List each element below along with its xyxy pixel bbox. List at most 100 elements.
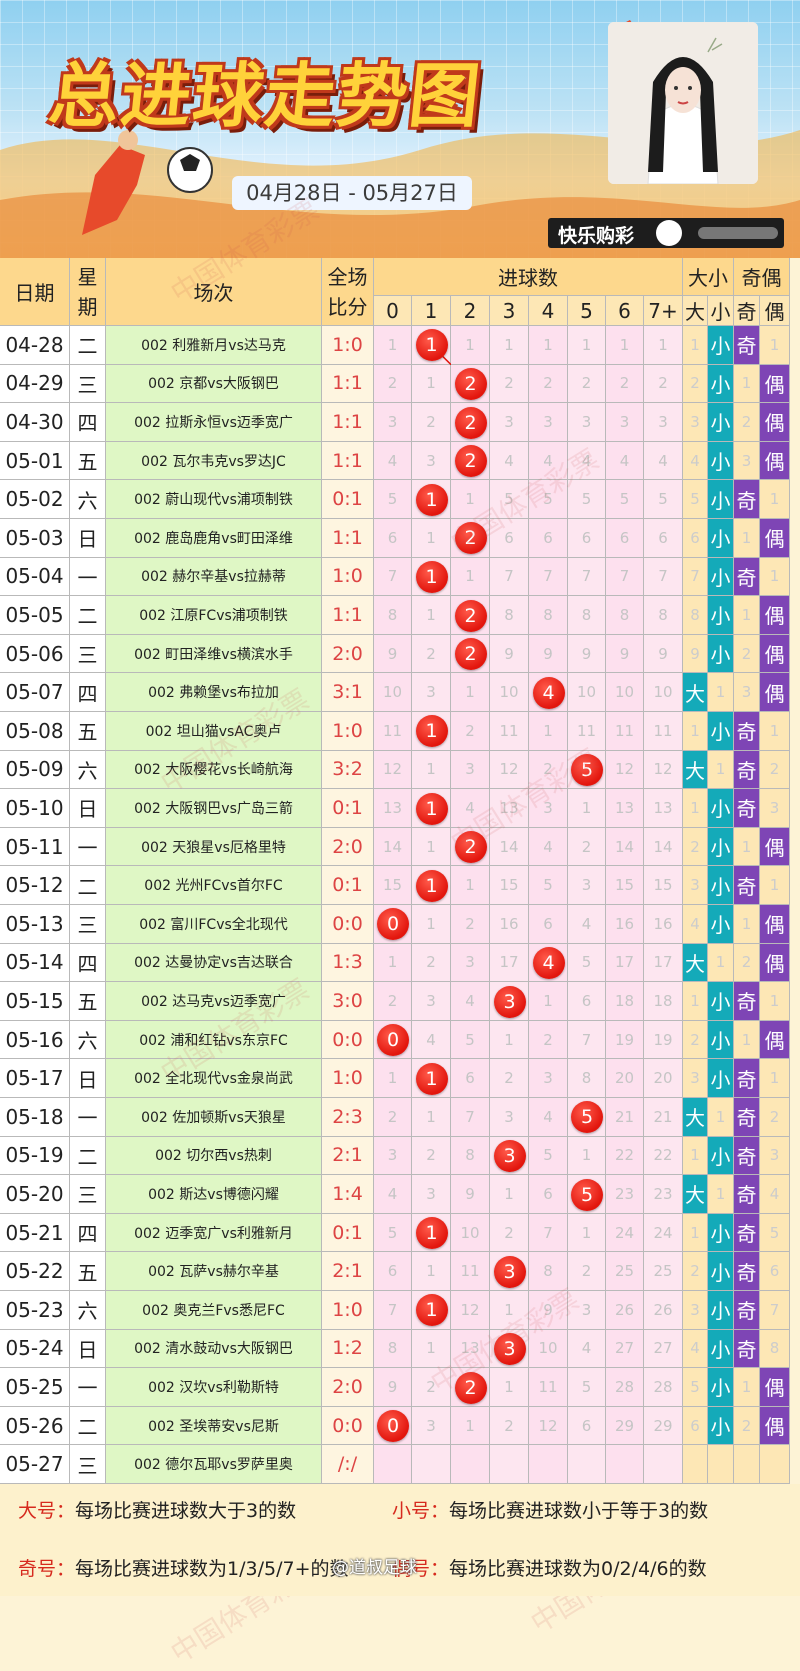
row-goal-cell: 10 [490, 673, 529, 712]
row-goal-cell: 14 [490, 827, 529, 867]
row-goal-cell: 1 [451, 480, 490, 519]
row-goal-cell: 3 [451, 750, 490, 790]
row-date: 05-21 [0, 1213, 70, 1253]
row-weekday: 二 [70, 866, 106, 905]
row-even: 4 [760, 1175, 790, 1214]
row-big: 3 [683, 866, 708, 905]
row-odd: 奇 [734, 480, 760, 519]
row-goal-cell [529, 1445, 568, 1484]
row-score: 1:1 [322, 403, 374, 442]
row-weekday: 四 [70, 403, 106, 442]
row-goal-cell: 11 [451, 1252, 490, 1291]
row-odd: 奇 [734, 1291, 760, 1330]
row-goal-cell: 2 [374, 1098, 412, 1137]
row-goal-cell: 2 [606, 364, 644, 404]
row-goal-cell: 20 [644, 1059, 683, 1098]
row-goal-cell: 1 [490, 1175, 529, 1214]
row-goal-cell: 29 [644, 1406, 683, 1446]
row-even: 1 [760, 326, 790, 365]
row-date: 05-03 [0, 519, 70, 558]
row-date: 05-16 [0, 1020, 70, 1060]
row-goal-cell: 4 [529, 441, 568, 481]
row-small: 小 [708, 789, 734, 828]
row-weekday: 六 [70, 1291, 106, 1330]
row-weekday: 五 [70, 712, 106, 751]
row-small: 小 [708, 1020, 734, 1060]
goal-ball-marker: 0 [377, 1410, 409, 1443]
row-goal-cell: 12 [451, 1291, 490, 1330]
row-small: 1 [708, 1175, 734, 1214]
row-match: 002 拉斯永恒vs迈季宽广 [106, 403, 322, 442]
brand-label: 快乐购彩 [558, 225, 635, 247]
row-goal-cell: 4 [644, 441, 683, 481]
legend-big: 大号：每场比赛进球数大于3的数 [18, 1496, 296, 1523]
row-goal-cell: 8 [374, 1329, 412, 1369]
row-even: 1 [760, 866, 790, 905]
row-goal-cell: 9 [374, 634, 412, 674]
row-even: 8 [760, 1329, 790, 1369]
row-even: 偶 [760, 634, 790, 674]
goal-ball-marker: 1 [415, 1294, 448, 1327]
row-goal-cell: 2 [568, 827, 606, 867]
row-big: 5 [683, 1368, 708, 1407]
header-bigsmall: 大小 [683, 258, 734, 296]
row-goal-cell: 27 [606, 1329, 644, 1369]
row-weekday: 五 [70, 982, 106, 1021]
row-even: 偶 [760, 364, 790, 404]
row-goal-cell: 3 [529, 789, 568, 828]
row-score: 1:0 [322, 557, 374, 597]
row-big: 9 [683, 634, 708, 674]
row-goal-cell: 5 [451, 1020, 490, 1060]
row-big: 3 [683, 1291, 708, 1330]
legend-even: 偶号：每场比赛进球数为0/2/4/6的数 [392, 1554, 707, 1581]
row-even: 1 [760, 557, 790, 597]
row-weekday: 五 [70, 441, 106, 481]
row-match: 002 全北现代vs金泉尚武 [106, 1059, 322, 1098]
row-even: 偶 [760, 1406, 790, 1446]
row-goal-cell: 5 [529, 1136, 568, 1176]
goal-ball-marker: 2 [454, 638, 487, 671]
row-score: 1:0 [322, 326, 374, 365]
row-goal-cell: 15 [606, 866, 644, 905]
goal-ball-marker: 1 [415, 329, 448, 362]
row-goal-cell: 6 [529, 1175, 568, 1214]
row-small: 小 [708, 557, 734, 597]
row-goal-cell: 11 [644, 712, 683, 751]
row-odd: 奇 [734, 1098, 760, 1137]
row-odd: 奇 [734, 866, 760, 905]
row-odd: 奇 [734, 1059, 760, 1098]
row-match: 002 富川FCvs全北现代 [106, 905, 322, 944]
row-goal-cell: 11 [490, 712, 529, 751]
legend-big-label: 大号： [18, 1500, 76, 1522]
row-big: 1 [683, 326, 708, 365]
row-score: 1:2 [322, 1329, 374, 1369]
row-big: 2 [683, 364, 708, 404]
row-date: 05-22 [0, 1252, 70, 1291]
legend-big-text: 每场比赛进球数大于3的数 [75, 1500, 297, 1522]
row-goal-cell: 3 [412, 1406, 451, 1446]
row-even: 2 [760, 750, 790, 790]
row-goal-cell: 11 [568, 712, 606, 751]
row-big: 3 [683, 1059, 708, 1098]
header-oddeven-col: 奇 [734, 296, 760, 326]
row-odd: 奇 [734, 557, 760, 597]
goal-ball-marker: 3 [493, 1332, 526, 1365]
goal-ball-marker: 1 [415, 792, 448, 825]
row-goal-cell: 5 [529, 866, 568, 905]
row-match: 002 德尔瓦耶vs罗萨里奥 [106, 1445, 322, 1484]
row-even: 偶 [760, 673, 790, 712]
row-goal-cell: 7 [568, 1020, 606, 1060]
row-goal-cell: 11 [529, 1368, 568, 1407]
row-odd: 1 [734, 596, 760, 635]
row-match: 002 大阪钢巴vs广岛三箭 [106, 789, 322, 828]
row-goal-cell: 28 [644, 1368, 683, 1407]
row-score: 1:0 [322, 1291, 374, 1330]
row-goal-cell: 2 [412, 1368, 451, 1407]
row-odd: 1 [734, 905, 760, 944]
avatar [608, 22, 758, 184]
row-goal-cell: 9 [606, 634, 644, 674]
header-bigsmall-col: 小 [708, 296, 734, 326]
row-goal-cell: 14 [606, 827, 644, 867]
row-small: 小 [708, 982, 734, 1021]
row-goal-cell: 13 [644, 789, 683, 828]
